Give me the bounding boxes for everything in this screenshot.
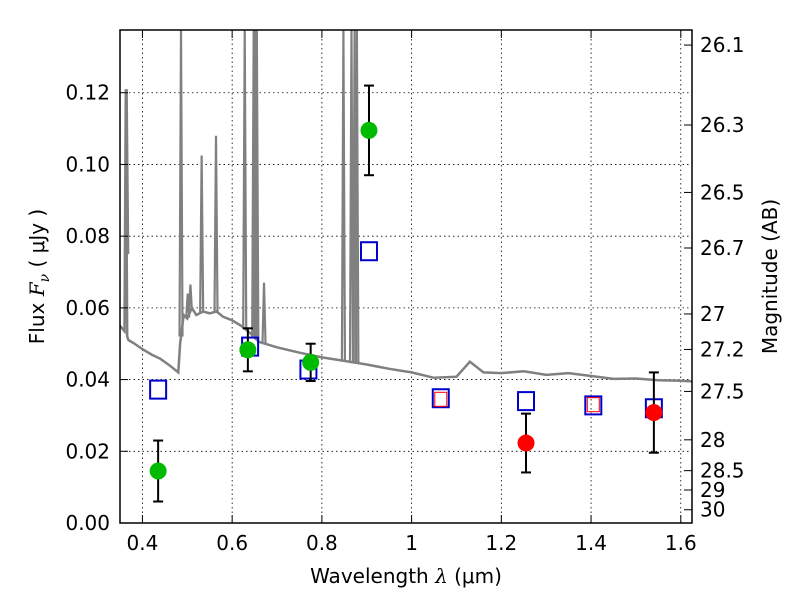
right-axis-title: Magnitude (AB) (758, 199, 782, 354)
observed-optical-point (239, 341, 257, 359)
model-square-blue (431, 388, 450, 409)
right-tick-label: 27.5 (700, 379, 745, 403)
y-axis-title: Flux Fν ( μJy ) (25, 209, 53, 344)
model-square-blue (149, 379, 168, 400)
right-tick-label: 30 (700, 498, 725, 522)
y-tick-label: 0.04 (65, 368, 110, 392)
right-tick-label: 28 (700, 428, 725, 452)
y-axis-title-symbol: F (25, 281, 49, 297)
sed-emission-line (199, 155, 205, 313)
sed-emission-line (348, 30, 355, 363)
sed-emission-line (187, 284, 194, 312)
y-tick-label: 0.00 (65, 511, 110, 535)
model-square-blue (584, 395, 603, 416)
x-tick-label: 0.8 (306, 531, 338, 555)
sed-emission-line (340, 30, 347, 361)
model-square-red (434, 391, 448, 407)
observed-optical-point (360, 121, 378, 139)
observed-ir-point (645, 404, 663, 422)
right-tick-label: 26.3 (700, 113, 745, 137)
y-axis-title-prefix: Flux (25, 296, 49, 344)
sed-continuum-line (120, 89, 692, 383)
right-tick-label: 27.2 (700, 337, 745, 361)
plot-frame (119, 29, 693, 524)
x-tick-label: 0.4 (127, 531, 159, 555)
x-tick-label: 1 (405, 531, 418, 555)
sed-model-curve (120, 30, 692, 383)
observed-optical-point (149, 462, 167, 480)
x-tick-label: 1.6 (665, 531, 697, 555)
x-axis-title-unit: (μm) (448, 564, 502, 588)
grid (120, 30, 692, 524)
observed-ir-point (517, 434, 535, 452)
sed-emission-line (178, 30, 184, 337)
y-tick-label: 0.02 (65, 439, 110, 463)
model-square-red (586, 397, 600, 413)
model-square-blue (359, 241, 378, 262)
observed-optical-point (302, 353, 320, 371)
y-axis-title-subscript: ν (37, 273, 53, 282)
y-tick-label: 0.10 (65, 152, 110, 176)
sed-emission-line (242, 30, 248, 329)
right-tick-label: 26.7 (700, 236, 745, 260)
right-tick-label: 29 (700, 478, 725, 502)
sed-emission-line (261, 282, 267, 344)
model-square-blue (517, 391, 536, 412)
x-axis-title-symbol: λ (434, 564, 448, 588)
y-tick-label: 0.12 (65, 81, 110, 105)
sed-emission-line (213, 135, 219, 312)
y-tick-label: 0.08 (65, 224, 110, 248)
x-tick-label: 1.4 (575, 531, 607, 555)
x-axis-title: Wavelength λ (μm) (310, 564, 502, 588)
sed-emission-line (124, 89, 130, 255)
sed-emission-line (254, 30, 260, 340)
y-tick-label: 0.06 (65, 296, 110, 320)
right-tick-label: 26.1 (700, 33, 745, 57)
photometry-points (149, 84, 663, 503)
x-tick-label: 0.6 (216, 531, 248, 555)
right-tick-label: 26.5 (700, 180, 745, 204)
sed-emission-line (354, 30, 360, 363)
x-axis-title-prefix: Wavelength (310, 564, 435, 588)
right-tick-label: 28.5 (700, 459, 745, 483)
right-tick-label: 27 (700, 302, 725, 326)
axis-ticks: 0.4 0.6 0.8 1 1.2 1.4 1.6 0.00 0.02 0.04 0.06 0.08 0… (65, 30, 745, 555)
y-axis-title-unit: ( μJy ) (25, 209, 49, 274)
x-tick-label: 1.2 (485, 531, 517, 555)
